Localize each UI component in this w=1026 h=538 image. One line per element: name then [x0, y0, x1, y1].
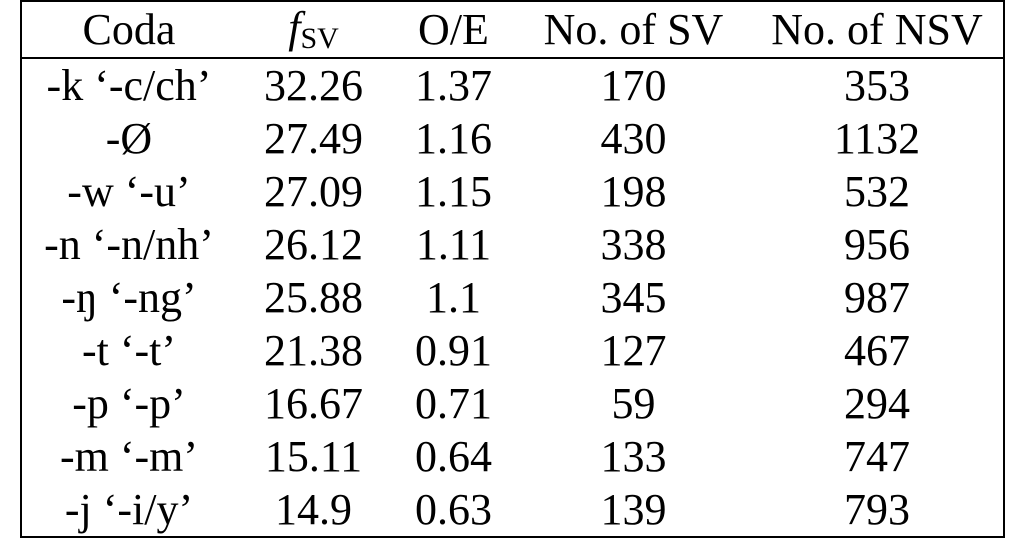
table-cell: 127 — [600, 325, 667, 375]
header-cell: fSV — [236, 1, 391, 59]
table-cell: -Ø — [105, 113, 153, 163]
table-cell: 133 — [600, 431, 667, 481]
table-cell: 0.71 — [415, 378, 492, 428]
table-cell: 793 — [844, 484, 910, 534]
header-cell: No. of NSV — [751, 1, 1004, 59]
table-cell: 27.09 — [264, 166, 363, 216]
table-cell: 294 — [844, 378, 910, 428]
header-row: Coda fSV O/E No. of SV No. of NSV — [21, 1, 1004, 59]
table-cell: 747 — [844, 431, 910, 481]
table-cell: 1.37 — [415, 60, 492, 110]
table-cell: -ŋ ‘-ng’ — [61, 272, 197, 322]
table-cell: 0.63 — [415, 484, 492, 534]
table-cell: -t ‘-t’ — [81, 325, 177, 375]
table-row: -m ‘-m’ 15.11 0.64 133 747 — [21, 430, 1004, 483]
table-cell: -j ‘-i/y’ — [64, 484, 194, 534]
table-cell: 16.67 — [264, 378, 363, 428]
table-cell: 987 — [844, 272, 910, 322]
table-cell: 32.26 — [264, 60, 363, 110]
header-symbol: f — [288, 2, 301, 52]
table-cell: 139 — [600, 484, 667, 534]
table-cell: 170 — [600, 60, 667, 110]
table-cell: 0.64 — [415, 431, 492, 481]
table-cell: 345 — [600, 272, 667, 322]
table-cell: 353 — [844, 60, 910, 110]
table-cell: -w ‘-u’ — [67, 166, 191, 216]
table-row: -k ‘-c/ch’ 32.26 1.37 170 353 — [21, 58, 1004, 112]
table-cell: 14.9 — [275, 484, 352, 534]
table-cell: 532 — [844, 166, 910, 216]
table-cell: 1132 — [833, 113, 921, 163]
table-cell: -m ‘-m’ — [59, 431, 199, 481]
table-cell: 467 — [844, 325, 910, 375]
table-cell: 1.11 — [415, 219, 492, 269]
table-row: -p ‘-p’ 16.67 0.71 59 294 — [21, 377, 1004, 430]
table-cell: -k ‘-c/ch’ — [46, 60, 212, 110]
table-cell: 27.49 — [264, 113, 363, 163]
header-cell: Coda — [21, 1, 236, 59]
table-cell: 15.11 — [264, 431, 363, 481]
table-cell: 338 — [600, 219, 667, 269]
table-cell: -p ‘-p’ — [72, 378, 186, 428]
table-body: -k ‘-c/ch’ 32.26 1.37 170 353 -Ø 27.49 1.16 430 1… — [21, 58, 1004, 537]
data-table: Coda fSV O/E No. of SV No. of NSV -k ‘-c/ch’… — [20, 0, 1005, 538]
table-cell: 956 — [844, 219, 910, 269]
table-cell: 1.16 — [415, 113, 492, 163]
table-row: -Ø 27.49 1.16 430 1132 — [21, 112, 1004, 165]
table-cell: 1.15 — [415, 166, 492, 216]
table-row: -w ‘-u’ 27.09 1.15 198 532 — [21, 165, 1004, 218]
header-subscript: SV — [300, 21, 339, 55]
table-row: -ŋ ‘-ng’ 25.88 1.1 345 987 — [21, 271, 1004, 324]
table-cell: 59 — [611, 378, 656, 428]
table-cell: 1.1 — [426, 272, 481, 322]
table-row: -n ‘-n/nh’ 26.12 1.11 338 956 — [21, 218, 1004, 271]
table-cell: 0.91 — [415, 325, 492, 375]
table-row: -j ‘-i/y’ 14.9 0.63 139 793 — [21, 483, 1004, 537]
table-cell: -n ‘-n/nh’ — [44, 219, 214, 269]
table-cell: 25.88 — [264, 272, 363, 322]
table-cell: 430 — [600, 113, 667, 163]
table-row: -t ‘-t’ 21.38 0.91 127 467 — [21, 324, 1004, 377]
table-cell: 198 — [600, 166, 667, 216]
header-cell: O/E — [391, 1, 516, 59]
table-cell: 26.12 — [264, 219, 363, 269]
table-cell: 21.38 — [264, 325, 363, 375]
header-cell: No. of SV — [516, 1, 751, 59]
